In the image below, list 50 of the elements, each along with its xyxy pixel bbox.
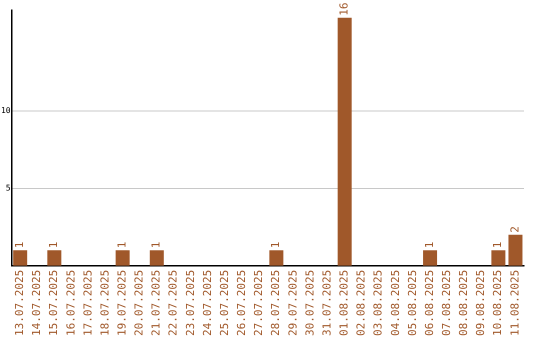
- bar: [116, 250, 130, 266]
- data-label: 1: [47, 242, 60, 248]
- x-tick-label: 22.07.2025: [166, 270, 180, 336]
- x-tick-label: 24.07.2025: [200, 270, 214, 336]
- x-tick-label: 11.08.2025: [508, 270, 522, 336]
- x-tick-label: 21.07.2025: [150, 270, 163, 336]
- x-tick-label: 20.07.2025: [132, 270, 146, 336]
- y-tick-label: 10: [0, 106, 11, 115]
- x-tick-label: 10.08.2025: [491, 270, 504, 336]
- data-label: 1: [422, 242, 436, 248]
- data-label: 16: [338, 2, 351, 16]
- data-label: 2: [508, 226, 522, 233]
- bar: [150, 250, 164, 266]
- x-tick-label: 17.07.2025: [81, 270, 94, 336]
- x-tick-label: 31.07.2025: [320, 270, 334, 336]
- x-tick-label: 15.07.2025: [47, 270, 60, 336]
- x-tick-label: 18.07.2025: [98, 270, 112, 336]
- x-tick-label: 08.08.2025: [457, 270, 470, 336]
- x-tick-label: 04.08.2025: [388, 270, 402, 336]
- x-tick-label: 05.08.2025: [406, 270, 419, 336]
- x-tick-label: 13.07.2025: [13, 270, 26, 336]
- y-tick-label: 5: [6, 183, 11, 192]
- bar: [508, 234, 522, 266]
- x-tick-label: 16.07.2025: [64, 270, 78, 336]
- bar: [269, 250, 284, 266]
- x-tick-label: 01.08.2025: [338, 270, 351, 336]
- x-tick-label: 23.07.2025: [184, 270, 197, 336]
- x-tick-label: 30.07.2025: [303, 270, 316, 336]
- bar: [47, 250, 62, 266]
- x-tick-label: 29.07.2025: [286, 270, 300, 336]
- x-tick-label: 14.07.2025: [30, 270, 44, 336]
- bar: [338, 18, 352, 266]
- x-tick-label: 06.08.2025: [422, 270, 436, 336]
- bar: [13, 250, 28, 266]
- data-label: 1: [150, 242, 163, 248]
- x-tick-label: 25.07.2025: [218, 270, 231, 336]
- data-label: 1: [269, 242, 282, 248]
- bar: [491, 250, 506, 266]
- x-tick-label: 03.08.2025: [372, 270, 385, 336]
- bar: [423, 250, 438, 266]
- data-label: 1: [491, 242, 504, 248]
- x-tick-label: 27.07.2025: [252, 270, 266, 336]
- x-tick-label: 09.08.2025: [474, 270, 488, 336]
- x-tick-label: 02.08.2025: [354, 270, 368, 336]
- x-tick-label: 26.07.2025: [235, 270, 248, 336]
- data-label: 1: [13, 242, 26, 248]
- data-label: 1: [116, 242, 129, 248]
- x-tick-label: 28.07.2025: [269, 270, 282, 336]
- x-tick-label: 19.07.2025: [116, 270, 129, 336]
- x-tick-label: 07.08.2025: [440, 270, 454, 336]
